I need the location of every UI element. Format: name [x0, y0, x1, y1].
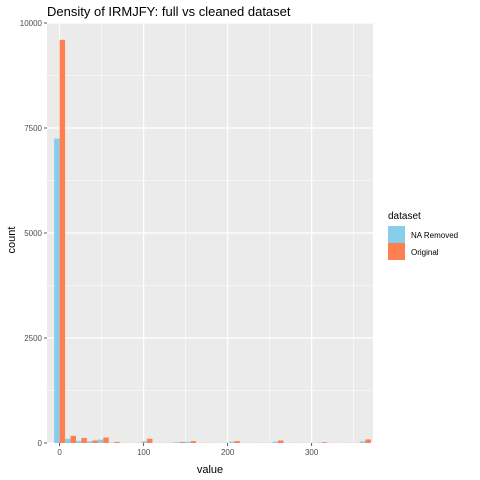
- legend-label: Original: [411, 248, 439, 257]
- bar-na-removed-1: [65, 438, 71, 443]
- bar-original-2: [81, 437, 87, 443]
- y-tick-label: 0: [38, 439, 43, 448]
- bar-na-removed-12: [185, 441, 191, 443]
- bars: [54, 39, 371, 444]
- chart-title: Density of IRMJFY: full vs cleaned datas…: [47, 4, 291, 19]
- bar-original-1: [70, 435, 76, 443]
- x-tick-label: 100: [137, 448, 151, 457]
- bar-na-removed-0: [54, 138, 60, 443]
- y-axis-ticks: 0 2500 5000 7500 10000: [20, 19, 47, 448]
- y-tick-label: 7500: [24, 124, 42, 133]
- bar-original-8: [146, 438, 153, 443]
- bar-original-0: [59, 39, 66, 444]
- legend: dataset NA Removed Original: [388, 211, 458, 260]
- x-tick-label: 200: [221, 448, 235, 457]
- legend-key-na-removed: [388, 226, 405, 243]
- bar-na-removed-2: [75, 440, 82, 443]
- bar-na-removed-11: [174, 442, 180, 443]
- legend-title: dataset: [388, 211, 421, 222]
- x-tick-label: 300: [305, 448, 319, 457]
- bar-na-removed-3: [86, 441, 93, 443]
- bar-original-11: [179, 441, 186, 443]
- bar-original-16: [234, 441, 240, 443]
- bar-na-removed-16: [228, 441, 235, 443]
- bar-original-12: [190, 441, 197, 443]
- y-tick-label: 5000: [24, 229, 42, 238]
- x-axis-title: value: [197, 464, 223, 476]
- legend-key-original: [388, 243, 405, 260]
- bar-original-3: [92, 440, 98, 443]
- bar-na-removed-20: [272, 441, 279, 443]
- bar-original-20: [278, 440, 284, 443]
- bar-original-5: [114, 441, 120, 443]
- bar-original-4: [103, 437, 109, 443]
- bar-original-24: [321, 442, 328, 443]
- bar-na-removed-4: [97, 439, 104, 443]
- bar-na-removed-8: [141, 441, 147, 443]
- x-axis-ticks: 0 100 200 300: [57, 443, 319, 457]
- bar-original-28: [365, 439, 371, 443]
- y-tick-label: 10000: [20, 19, 43, 28]
- y-tick-label: 2500: [24, 334, 42, 343]
- x-tick-label: 0: [57, 448, 62, 457]
- legend-label: NA Removed: [411, 231, 458, 240]
- bar-na-removed-28: [359, 441, 366, 443]
- y-axis-title: count: [6, 227, 18, 254]
